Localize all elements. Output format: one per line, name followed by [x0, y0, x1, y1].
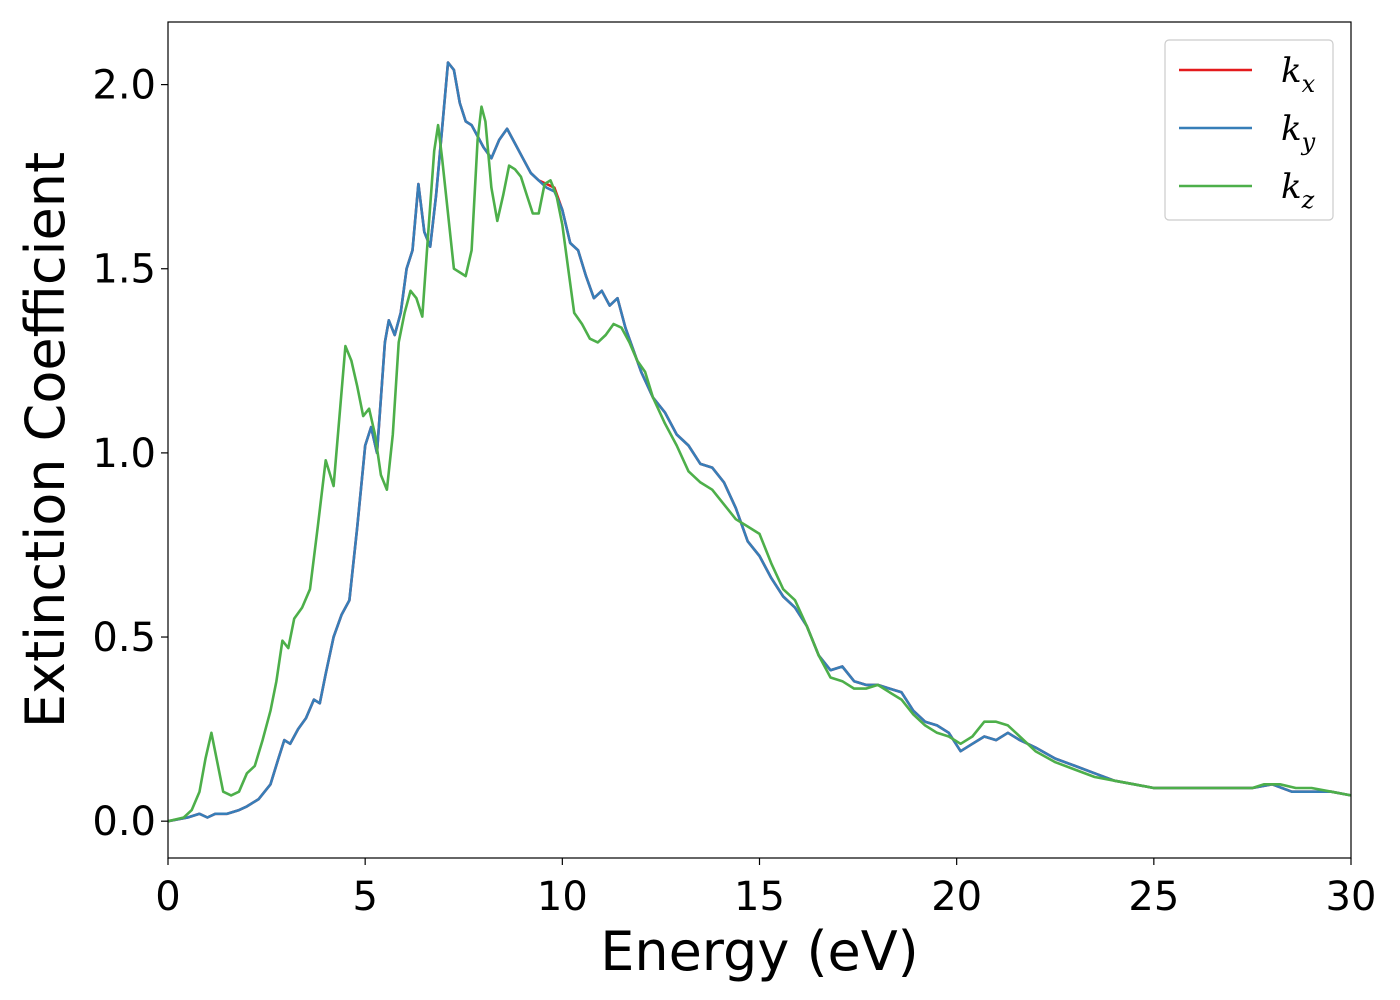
legend-label-main: k	[1281, 109, 1302, 149]
y-tick-label: 0.5	[92, 615, 156, 661]
y-axis-ticks: 0.0 0.5 1.0 1.5 2.0	[92, 63, 168, 845]
x-tick-label: 10	[537, 874, 588, 920]
x-tick-label: 5	[352, 874, 377, 920]
y-axis-title: Extinction Coefficient	[14, 152, 77, 728]
legend-label-x: kx	[1281, 51, 1316, 98]
legend-box	[1164, 39, 1334, 221]
series-line-z	[168, 105, 1351, 823]
series-layer	[168, 61, 1351, 823]
legend-label-y: ky	[1281, 109, 1316, 156]
x-tick-label: 20	[931, 874, 982, 920]
x-tick-label: 25	[1128, 874, 1179, 920]
legend-label-main: k	[1281, 167, 1302, 207]
legend-label-main: k	[1281, 51, 1302, 91]
y-tick-label: 1.5	[92, 247, 156, 293]
legend-label-sub: y	[1301, 128, 1316, 156]
series-line-y	[168, 61, 1351, 823]
x-tick-label: 0	[155, 874, 180, 920]
y-tick-label: 1.0	[92, 431, 156, 477]
legend-label-z: kz	[1281, 167, 1315, 214]
legend-label-sub: x	[1302, 70, 1316, 98]
y-tick-label: 0.0	[92, 799, 156, 845]
x-axis-title: Energy (eV)	[600, 920, 919, 983]
legend-label-sub: z	[1301, 186, 1315, 214]
x-tick-label: 15	[734, 874, 785, 920]
x-tick-label: 30	[1326, 874, 1377, 920]
y-tick-label: 2.0	[92, 63, 156, 109]
x-axis-ticks: 0 5 10 15 20 25 30	[155, 858, 1376, 920]
